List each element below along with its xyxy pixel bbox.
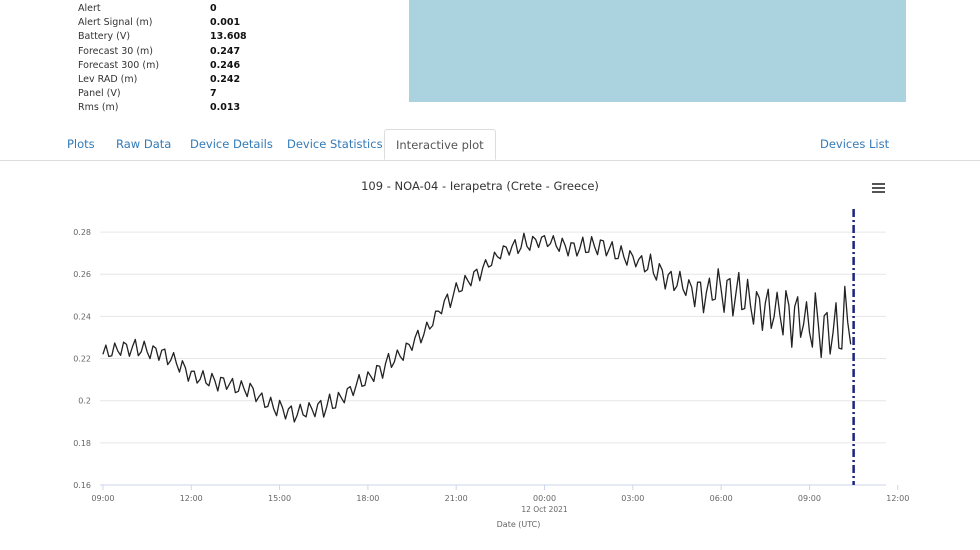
x-tick-label: 03:00	[621, 494, 644, 503]
info-label: Forecast 300 (m)	[78, 59, 160, 71]
tab-raw-data[interactable]: Raw Data	[116, 137, 172, 151]
info-row: Alert 0	[78, 2, 247, 16]
info-label: Alert Signal (m)	[78, 17, 153, 29]
interactive-chart: 109 - NOA-04 - Ierapetra (Crete - Greece…	[0, 161, 980, 550]
y-tick-label: 0.28	[73, 228, 91, 237]
info-value: 0.013	[210, 102, 241, 114]
devices-list-link[interactable]: Devices List	[820, 137, 890, 151]
info-row: Battery (V) 13.608	[78, 30, 247, 44]
info-row: Rms (m) 0.013	[78, 101, 247, 115]
info-value: 0	[210, 3, 217, 14]
x-tick-label: 09:00	[798, 494, 821, 503]
hamburger-icon[interactable]	[872, 183, 885, 194]
info-value: 0.247	[210, 45, 241, 57]
x-tick-label: 15:00	[268, 494, 291, 503]
info-label: Forecast 30 (m)	[78, 45, 153, 57]
info-value: 0.246	[210, 59, 241, 71]
info-row: Panel (V) 7	[78, 87, 247, 101]
x-tick-label: 21:00	[445, 494, 468, 503]
chart-title: 109 - NOA-04 - Ierapetra (Crete - Greece…	[361, 179, 599, 193]
y-tick-label: 0.26	[73, 270, 91, 279]
x-tick-label: 12:00	[180, 494, 203, 503]
map-view[interactable]	[409, 0, 906, 102]
info-value: 0.001	[210, 17, 241, 29]
y-tick-label: 0.16	[73, 481, 91, 490]
x-tick-label: 18:00	[356, 494, 379, 503]
tab-bar: Plots Raw Data Device Details Device Sta…	[0, 129, 980, 161]
info-row: Lev RAD (m) 0.242	[78, 73, 247, 87]
info-value: 13.608	[210, 31, 247, 43]
info-row: Forecast 30 (m) 0.247	[78, 45, 247, 59]
x-tick-label: 06:00	[710, 494, 733, 503]
y-tick-label: 0.22	[73, 355, 91, 364]
x-tick-label: 09:00	[91, 494, 114, 503]
info-label: Alert	[78, 3, 101, 14]
tab-device-details[interactable]: Device Details	[190, 137, 273, 151]
info-row: Forecast 300 (m) 0.246	[78, 59, 247, 73]
tab-plots[interactable]: Plots	[67, 137, 95, 151]
x-tick-label: 00:00	[533, 494, 556, 503]
info-row: Alert Signal (m) 0.001	[78, 16, 247, 30]
info-label: Rms (m)	[78, 102, 119, 114]
chart-plot-area: 0.16 0.18 0.2 0.22 0.24 0.26 0.28 09:00 12:00 15:…	[73, 209, 909, 529]
y-tick-label: 0.24	[73, 312, 91, 321]
y-tick-label: 0.2	[78, 397, 91, 406]
x-tick-label: 12:00	[886, 494, 909, 503]
x-date-label: 12 Oct 2021	[521, 505, 568, 514]
info-value: 7	[210, 88, 217, 100]
info-label: Battery (V)	[78, 31, 131, 43]
tab-interactive-plot[interactable]: Interactive plot	[384, 129, 496, 160]
info-label: Panel (V)	[78, 88, 121, 100]
info-value: 0.242	[210, 73, 241, 85]
device-info-table: Alert 0 Alert Signal (m) 0.001 Battery (V) 13…	[78, 2, 247, 116]
tab-device-statistics[interactable]: Device Statistics	[287, 137, 383, 151]
x-axis-title: Date (UTC)	[497, 520, 541, 529]
series-line	[102, 232, 852, 423]
y-tick-label: 0.18	[73, 439, 91, 448]
info-label: Lev RAD (m)	[78, 73, 138, 85]
